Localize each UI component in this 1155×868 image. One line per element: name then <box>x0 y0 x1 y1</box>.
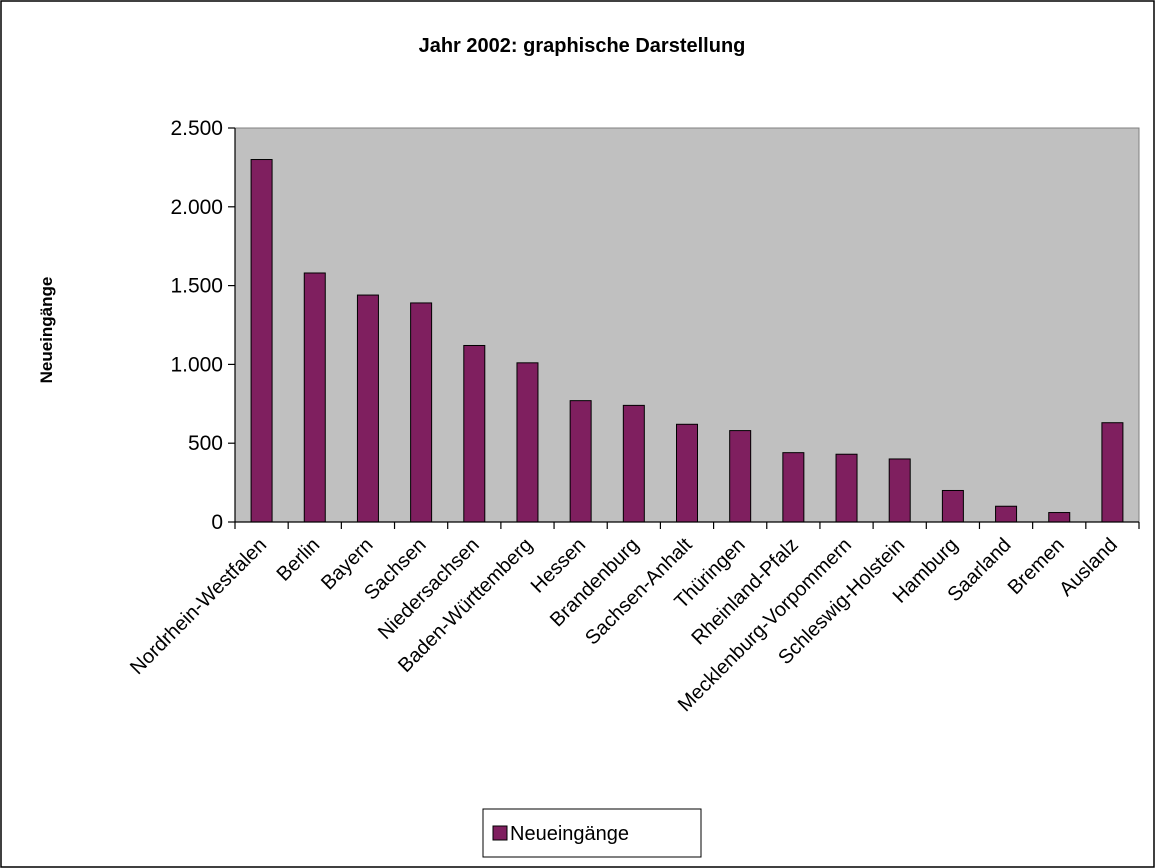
legend-box <box>482 808 702 858</box>
legend: Neueingänge <box>482 808 702 858</box>
y-tick-label: 2.000 <box>170 196 223 219</box>
bar <box>303 272 326 523</box>
bar <box>1101 422 1124 523</box>
bar <box>356 294 379 523</box>
bar <box>410 302 433 523</box>
y-tick-label: 2.500 <box>170 117 223 140</box>
bar <box>622 404 645 523</box>
bar <box>729 430 752 523</box>
y-tick-label: 1.000 <box>170 353 223 376</box>
chart-title: Jahr 2002: graphische Darstellung <box>419 35 746 57</box>
legend-swatch <box>492 825 508 841</box>
bar <box>250 159 273 523</box>
legend-label: Neueingänge <box>510 823 629 845</box>
bar <box>676 423 698 523</box>
y-tick-label: 1.500 <box>170 275 223 298</box>
bar <box>782 452 805 523</box>
bar <box>941 489 964 523</box>
y-tick-label: 500 <box>188 432 223 455</box>
y-axis-label: Neueingänge <box>37 277 56 384</box>
bar <box>1048 512 1071 523</box>
bar <box>888 458 911 523</box>
bar <box>569 400 592 523</box>
bar <box>516 362 539 523</box>
bar <box>995 505 1018 523</box>
bar <box>463 344 486 523</box>
y-tick-label: 0 <box>211 511 223 534</box>
bar <box>835 453 858 523</box>
